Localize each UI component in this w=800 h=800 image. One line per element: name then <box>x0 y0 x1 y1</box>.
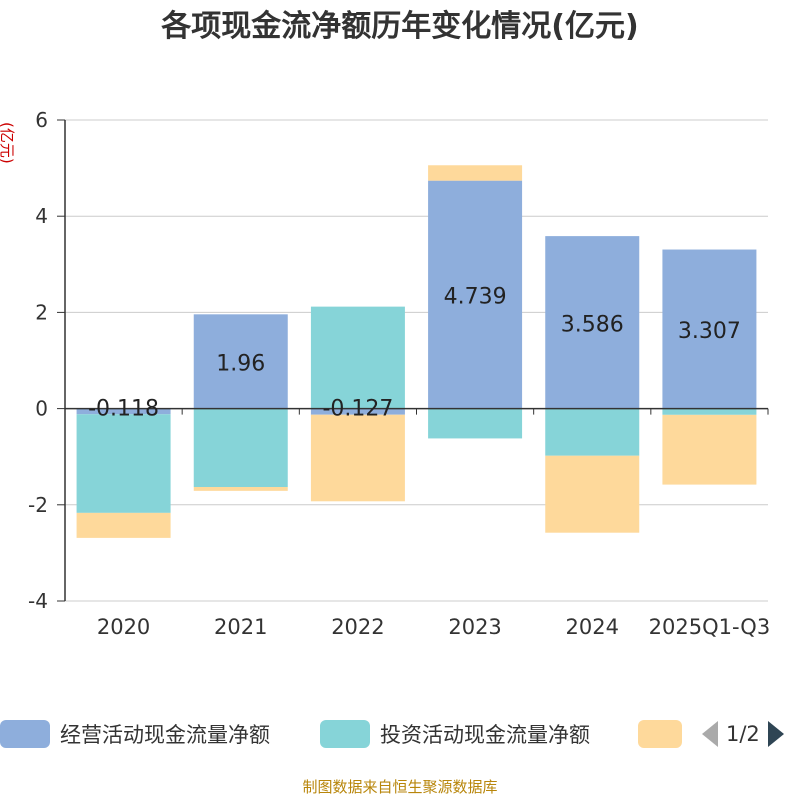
bar-operating <box>193 314 288 409</box>
bar-investing <box>310 306 405 409</box>
gridlines <box>65 119 768 602</box>
bar-operating <box>428 180 523 409</box>
bar-operating <box>76 408 171 415</box>
bar-investing <box>662 408 757 415</box>
legend: 经营活动现金流量净额 投资活动现金流量净额 1/2 <box>0 716 800 752</box>
bar-operating <box>662 249 757 409</box>
data-label-operating: 1.96 <box>216 351 265 376</box>
x-tick-label: 2021 <box>214 615 267 639</box>
data-label-operating: 4.739 <box>444 285 507 310</box>
bars <box>76 165 757 538</box>
y-tick-label: -2 <box>28 493 48 517</box>
data-label-operating: -0.127 <box>322 397 393 422</box>
legend-page-indicator: 1/2 <box>726 722 760 746</box>
bar-financing <box>545 455 640 533</box>
bar-operating <box>545 236 640 409</box>
data-label-operating: 3.307 <box>678 319 741 344</box>
bar-investing <box>428 408 523 439</box>
data-labels: -0.118 1.96 -0.127 4.739 3.586 3.307 <box>88 285 741 422</box>
bar-investing <box>545 408 640 456</box>
bar-financing <box>193 487 288 491</box>
legend-swatch-operating <box>0 720 50 748</box>
legend-pager: 1/2 <box>700 716 786 752</box>
legend-item-investing[interactable]: 投资活动现金流量净额 <box>320 716 590 752</box>
x-tick-label: 2022 <box>331 615 384 639</box>
prev-page-icon[interactable] <box>700 719 720 749</box>
bar-financing <box>76 512 171 538</box>
y-axis-label: (亿元) <box>0 122 16 164</box>
bar-financing <box>428 165 523 181</box>
legend-item-operating[interactable]: 经营活动现金流量净额 <box>0 716 270 752</box>
y-tick-label: 6 <box>35 108 48 132</box>
y-tick-label: 0 <box>35 397 48 421</box>
x-tick-label: 2024 <box>566 615 619 639</box>
axes: -4 -2 0 2 4 6 2020 2021 2022 2023 2024 2025Q1-Q3 <box>28 108 770 639</box>
bar-financing <box>310 414 405 502</box>
x-tick-label: 2020 <box>97 615 150 639</box>
y-tick-label: 2 <box>35 300 48 324</box>
legend-swatch-financing <box>638 720 682 748</box>
data-label-operating: 3.586 <box>561 312 624 337</box>
next-page-icon[interactable] <box>766 719 786 749</box>
x-tick-label: 2023 <box>448 615 501 639</box>
y-tick-label: -4 <box>28 589 48 613</box>
bar-investing <box>193 408 288 488</box>
bar-investing <box>76 414 171 513</box>
data-label-operating: -0.118 <box>88 397 159 422</box>
bar-operating <box>310 408 405 415</box>
legend-label-operating: 经营活动现金流量净额 <box>60 723 270 747</box>
bar-financing <box>662 414 757 485</box>
legend-swatch-investing <box>320 720 370 748</box>
legend-label-investing: 投资活动现金流量净额 <box>380 723 590 747</box>
data-source-note: 制图数据来自恒生聚源数据库 <box>302 778 498 796</box>
y-tick-label: 4 <box>35 204 48 228</box>
x-tick-label: 2025Q1-Q3 <box>649 615 771 639</box>
legend-item-financing[interactable] <box>638 716 682 752</box>
chart-title: 各项现金流净额历年变化情况(亿元) <box>160 9 638 44</box>
